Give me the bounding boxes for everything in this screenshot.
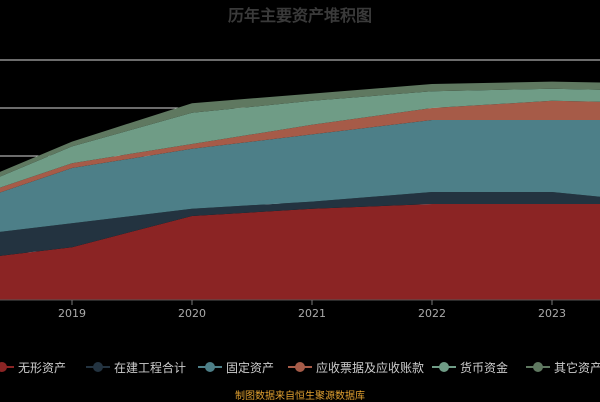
legend-marker xyxy=(205,362,215,372)
legend: 无形资产 在建工程合计 固定资产 应收票据及应收账款 货币资金 其它资产 xyxy=(0,358,600,376)
legend-label: 应收票据及应收账款 xyxy=(316,361,425,375)
area-series-3 xyxy=(0,120,600,232)
x-axis: 2019 2020 2021 2022 2023 xyxy=(0,299,600,320)
area-series xyxy=(0,81,600,300)
legend-label: 货币资金 xyxy=(460,361,509,375)
legend-marker xyxy=(439,362,449,372)
area-series-2 xyxy=(0,192,600,256)
legend-marker xyxy=(93,362,103,372)
legend-label: 其它资产 xyxy=(554,361,600,375)
legend-label: 固定资产 xyxy=(226,361,275,375)
legend-label: 无形资产 xyxy=(18,361,67,375)
source-note: 制图数据来自恒生聚源数据库 xyxy=(235,391,365,402)
area-series-5 xyxy=(0,88,600,188)
x-tick-label: 2020 xyxy=(178,307,206,320)
x-tick-label: 2019 xyxy=(58,307,86,320)
area-series-6 xyxy=(0,81,600,177)
legend-label: 在建工程合计 xyxy=(114,361,187,375)
x-tick-label: 2023 xyxy=(538,307,566,320)
legend-marker xyxy=(533,362,543,372)
area-series-1 xyxy=(0,204,600,300)
x-tick-label: 2022 xyxy=(418,307,446,320)
legend-marker xyxy=(0,362,7,372)
legend-marker xyxy=(295,362,305,372)
area-series-4 xyxy=(0,100,600,193)
legend-line xyxy=(0,366,14,368)
chart-title: 历年主要资产堆积图 xyxy=(227,6,372,25)
x-tick-label: 2021 xyxy=(298,307,326,320)
